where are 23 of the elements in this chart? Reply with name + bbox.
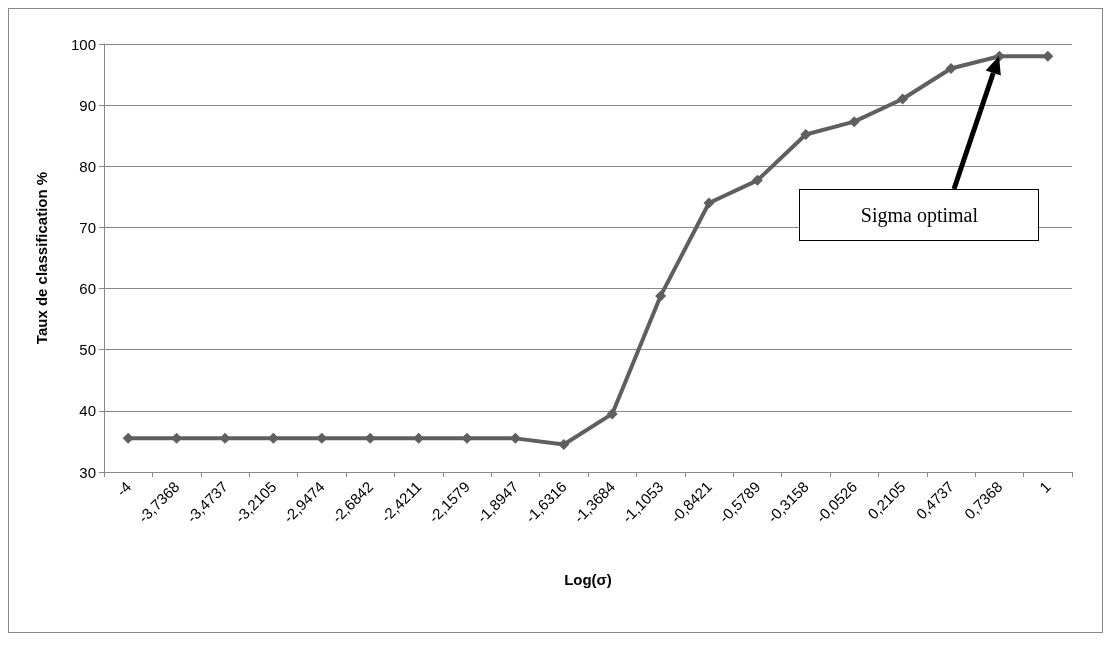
point xyxy=(703,197,715,209)
y-tick-label: 30 xyxy=(79,463,96,481)
point xyxy=(848,116,860,128)
y-tick-label: 80 xyxy=(79,157,96,175)
y-tick-label: 60 xyxy=(79,280,96,298)
point xyxy=(606,408,618,420)
y-tick-label: 40 xyxy=(79,402,96,420)
point xyxy=(897,93,909,105)
x-axis-title: Log(σ) xyxy=(564,571,612,588)
x-tick-label: 1 xyxy=(1035,477,1054,496)
point xyxy=(800,128,812,140)
y-tick-label: 90 xyxy=(79,96,96,114)
point xyxy=(993,50,1005,62)
x-tick-label: -4 xyxy=(112,477,135,500)
y-tick-label: 70 xyxy=(79,218,96,236)
y-axis-title: Taux de classification % xyxy=(33,171,50,345)
y-tick-label: 100 xyxy=(70,35,96,53)
point xyxy=(655,290,667,302)
annotation: Sigma optimal xyxy=(860,203,978,227)
point xyxy=(751,174,763,186)
y-tick-label: 50 xyxy=(79,341,96,359)
point xyxy=(945,62,957,74)
callout-box: Sigma optimal xyxy=(799,189,1040,242)
